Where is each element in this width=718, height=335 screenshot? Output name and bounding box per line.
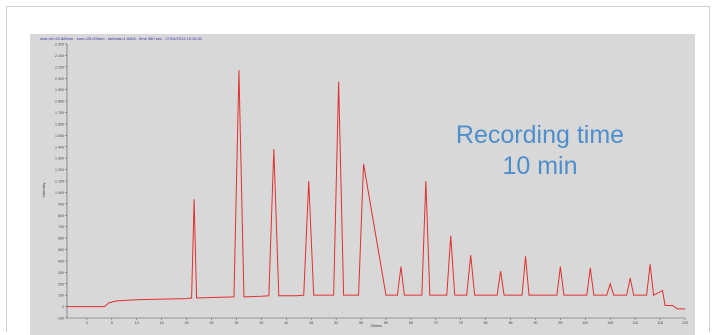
recording-time-annotation: Recording time 10 min <box>395 120 685 182</box>
y-tick-label: 600 <box>58 237 64 241</box>
y-tick-label: 2 200 <box>55 54 64 58</box>
y-tick-label: 2 000 <box>55 77 64 81</box>
figure-frame <box>6 6 710 332</box>
x-tick-label: 100 <box>582 321 588 325</box>
y-tick-label: -100 <box>57 317 64 321</box>
x-tick-label: 40 <box>284 321 288 325</box>
x-tick-label: 55 <box>359 321 363 325</box>
x-tick-label: 25 <box>210 321 214 325</box>
y-tick-label: 1 300 <box>55 157 64 161</box>
y-tick-label: 1 600 <box>55 122 64 126</box>
x-tick-label: 120 <box>682 321 688 325</box>
x-tick-label: 115 <box>657 321 663 325</box>
y-tick-label: 0 <box>62 305 64 309</box>
chart-header-text: max rel=20.880nm - sum=25.000nm - lambda… <box>40 36 203 41</box>
x-tick-label: 0 <box>86 321 88 325</box>
series-line <box>67 70 685 310</box>
x-axis-label: 2theta <box>370 323 382 328</box>
y-axis-label: Intensity <box>41 183 46 198</box>
y-tick-label: 1 800 <box>55 100 64 104</box>
x-tick-label: 60 <box>384 321 388 325</box>
y-tick-label: 1 900 <box>55 88 64 92</box>
x-tick-label: 5 <box>111 321 113 325</box>
annotation-line-2: 10 min <box>502 152 578 180</box>
y-tick-label: 2 100 <box>55 65 64 69</box>
x-tick-label: 45 <box>309 321 313 325</box>
x-tick-label: 30 <box>234 321 238 325</box>
y-tick-label: 400 <box>58 259 64 263</box>
y-tick-label: 1 200 <box>55 168 64 172</box>
y-tick-label: 800 <box>58 214 64 218</box>
x-tick-label: 90 <box>533 321 537 325</box>
y-tick-label: 1 100 <box>55 180 64 184</box>
x-tick-label: 50 <box>334 321 338 325</box>
x-tick-label: 20 <box>185 321 189 325</box>
x-tick-label: 65 <box>409 321 413 325</box>
y-tick-label: 1 400 <box>55 145 64 149</box>
y-tick-label: 200 <box>58 282 64 286</box>
y-tick-label: 500 <box>58 248 64 252</box>
y-tick-label: 1 500 <box>55 134 64 138</box>
x-tick-label: 70 <box>434 321 438 325</box>
x-ticks: 0 5 10 15 20 25 30 35 40 45 50 55 60 65 70 75 80 85 90 95 10… <box>86 318 688 325</box>
x-tick-label: 15 <box>160 321 164 325</box>
x-tick-label: 80 <box>484 321 488 325</box>
y-tick-label: 700 <box>58 225 64 229</box>
x-tick-label: 10 <box>135 321 139 325</box>
y-tick-label: 900 <box>58 202 64 206</box>
y-tick-label: 1 700 <box>55 111 64 115</box>
y-tick-label: 100 <box>58 294 64 298</box>
y-tick-label: 2 300 <box>55 43 64 47</box>
x-tick-label: 75 <box>459 321 463 325</box>
x-tick-label: 95 <box>558 321 562 325</box>
x-tick-label: 105 <box>607 321 613 325</box>
y-tick-label: 300 <box>58 271 64 275</box>
x-tick-label: 35 <box>259 321 263 325</box>
x-tick-label: 85 <box>509 321 513 325</box>
y-tick-label: 1 000 <box>55 191 64 195</box>
annotation-line-1: Recording time <box>455 121 625 149</box>
x-tick-label: 110 <box>632 321 638 325</box>
